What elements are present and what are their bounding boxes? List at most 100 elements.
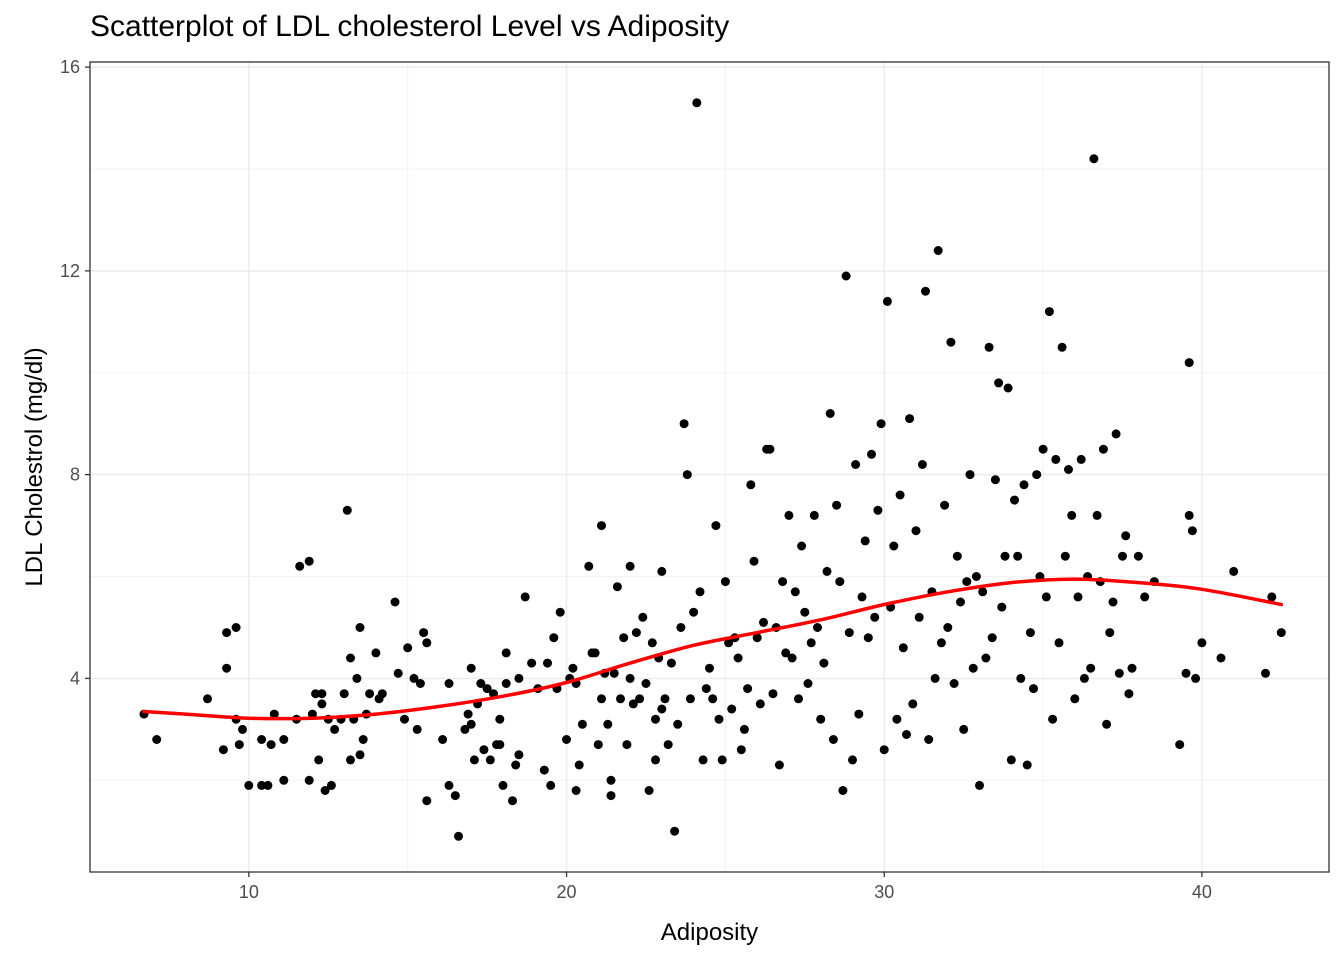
data-point xyxy=(701,684,711,694)
data-point xyxy=(320,786,330,795)
data-point xyxy=(355,750,365,760)
data-point xyxy=(660,694,670,704)
data-point xyxy=(978,587,988,597)
data-point xyxy=(342,505,352,515)
data-point xyxy=(994,378,1004,388)
data-point xyxy=(527,658,537,668)
data-point xyxy=(1089,154,1099,164)
data-point xyxy=(444,780,454,790)
smooth-trend-line xyxy=(142,577,1284,721)
data-point xyxy=(593,740,603,750)
data-point xyxy=(597,521,606,531)
data-point xyxy=(311,689,321,699)
data-point xyxy=(797,541,807,551)
data-point xyxy=(924,735,934,744)
data-point xyxy=(1019,480,1029,490)
data-point xyxy=(222,628,232,638)
data-point xyxy=(930,673,940,683)
data-point xyxy=(346,653,355,663)
data-point xyxy=(685,694,695,704)
data-point xyxy=(943,623,953,632)
data-point xyxy=(635,694,645,704)
data-point xyxy=(882,296,892,306)
data-point xyxy=(778,577,788,587)
data-point xyxy=(412,724,422,734)
data-point xyxy=(647,638,657,648)
y-tick-label: 12 xyxy=(60,261,80,281)
y-tick-label: 16 xyxy=(60,57,80,77)
data-point xyxy=(844,628,854,638)
data-point xyxy=(304,775,314,785)
data-point xyxy=(787,653,797,663)
data-point xyxy=(438,735,448,744)
data-point xyxy=(806,638,816,648)
data-point xyxy=(231,623,241,632)
data-point xyxy=(203,694,212,704)
data-point xyxy=(574,760,584,770)
data-point xyxy=(743,684,753,694)
data-point xyxy=(1073,592,1083,602)
data-point xyxy=(739,724,749,734)
data-point xyxy=(705,663,714,673)
data-point xyxy=(679,419,689,429)
data-point xyxy=(971,572,981,581)
data-point xyxy=(975,780,984,790)
data-point xyxy=(514,750,524,760)
data-point xyxy=(749,556,759,566)
data-point xyxy=(628,699,638,709)
data-point xyxy=(917,460,927,469)
data-point xyxy=(393,668,403,678)
data-point xyxy=(1067,510,1077,520)
data-point xyxy=(800,607,810,617)
data-point xyxy=(638,612,648,622)
data-point xyxy=(1057,342,1067,352)
chart-title: Scatterplot of LDL cholesterol Level vs … xyxy=(90,10,730,43)
data-point xyxy=(1181,668,1191,678)
data-point xyxy=(1229,566,1239,576)
data-point xyxy=(889,541,899,551)
data-point xyxy=(266,740,276,750)
data-point xyxy=(733,653,743,663)
data-point xyxy=(670,826,680,836)
data-point xyxy=(809,510,819,520)
data-point xyxy=(940,500,950,510)
data-point xyxy=(997,602,1007,612)
x-tick-label: 40 xyxy=(1192,882,1212,902)
data-point xyxy=(832,500,842,510)
data-point xyxy=(330,724,340,734)
data-point xyxy=(905,414,915,424)
data-point xyxy=(822,566,832,576)
data-point xyxy=(365,689,375,699)
data-point xyxy=(577,719,587,729)
data-point xyxy=(501,648,511,658)
data-point xyxy=(1191,673,1201,683)
data-point xyxy=(952,551,962,561)
data-point xyxy=(641,679,651,688)
data-point xyxy=(956,597,965,607)
data-point xyxy=(539,765,549,775)
data-point xyxy=(841,271,851,281)
data-point xyxy=(625,561,635,571)
data-point xyxy=(317,699,327,709)
data-point xyxy=(644,786,654,795)
data-point xyxy=(1041,592,1051,602)
data-point xyxy=(717,755,727,765)
data-point xyxy=(1175,740,1185,750)
data-point xyxy=(279,775,289,785)
data-point xyxy=(651,714,660,724)
data-point xyxy=(1022,760,1032,770)
data-point xyxy=(663,740,673,750)
data-point xyxy=(1133,551,1143,561)
y-tick-label: 4 xyxy=(70,668,80,688)
data-point xyxy=(514,673,524,683)
data-point xyxy=(908,699,918,709)
axis-ticks: 10 20 30 40 4 8 12 16 xyxy=(60,57,1212,902)
data-point xyxy=(898,643,908,653)
data-point xyxy=(1098,444,1108,454)
data-point xyxy=(962,577,972,587)
data-point xyxy=(860,536,870,546)
data-point xyxy=(873,505,883,515)
data-point xyxy=(895,490,905,500)
data-point xyxy=(851,460,861,469)
data-point xyxy=(1121,531,1131,541)
